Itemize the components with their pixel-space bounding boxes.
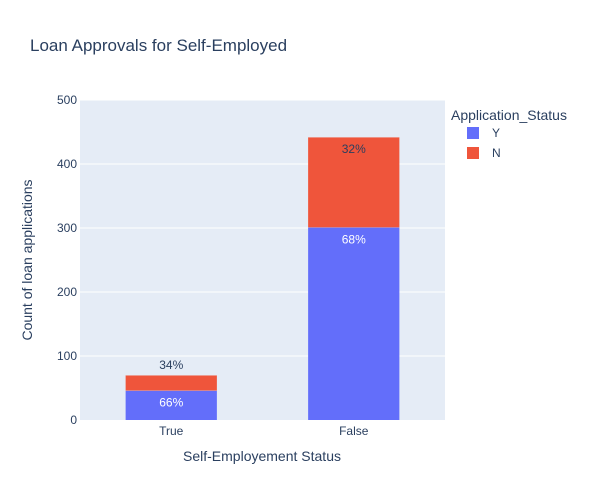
legend-swatch-y[interactable]: [467, 127, 479, 139]
bar-data-label: 34%: [159, 358, 183, 372]
x-axis-title: Self-Employement Status: [183, 448, 341, 464]
legend-label-y[interactable]: Y: [492, 126, 500, 140]
bar-n-true[interactable]: [125, 375, 217, 391]
bar-data-label: 68%: [342, 232, 366, 246]
y-tick-label: 200: [57, 285, 77, 299]
bar-y-false[interactable]: [308, 227, 400, 420]
x-axis-ticks: True False: [159, 424, 369, 438]
y-tick-label: 300: [57, 221, 77, 235]
bar-data-label: 32%: [342, 142, 366, 156]
y-axis-ticks: 0 100 200 300 400 500: [57, 93, 77, 427]
chart-title: Loan Approvals for Self-Employed: [30, 36, 287, 55]
y-tick-label: 0: [70, 413, 77, 427]
x-tick-label: False: [339, 424, 369, 438]
bars: 66% 34% 68% 32%: [125, 136, 400, 420]
y-tick-label: 500: [57, 93, 77, 107]
y-axis-title: Count of loan applications: [19, 179, 35, 340]
y-tick-label: 100: [57, 349, 77, 363]
legend[interactable]: Application_Status YN: [451, 107, 567, 160]
legend-swatch-n[interactable]: [467, 147, 479, 159]
legend-title: Application_Status: [451, 107, 567, 123]
x-tick-label: True: [159, 424, 184, 438]
bar-y-true[interactable]: [125, 390, 217, 420]
bar-n-false[interactable]: [308, 137, 400, 228]
y-tick-label: 400: [57, 157, 77, 171]
legend-label-n[interactable]: N: [492, 146, 501, 160]
bar-data-label: 66%: [159, 396, 183, 410]
